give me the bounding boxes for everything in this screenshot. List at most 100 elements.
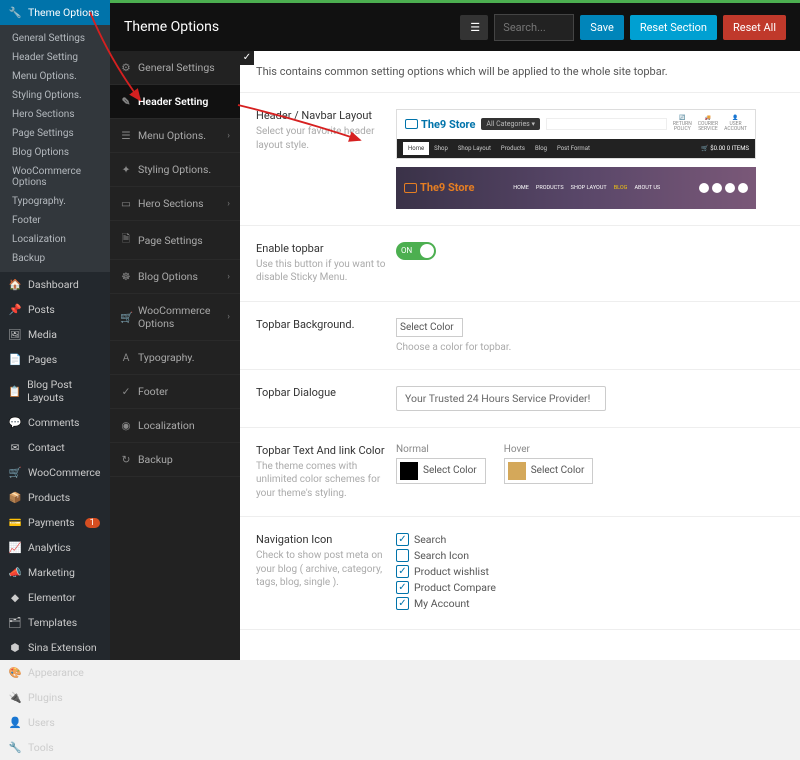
menu-icon: 🗂: [8, 616, 22, 629]
wp-menu-dashboard[interactable]: 🏠Dashboard: [0, 272, 110, 297]
wp-menu-theme-options[interactable]: 🔧 Theme Options: [0, 0, 110, 25]
chevron-right-icon: ›: [227, 312, 230, 322]
save-button[interactable]: Save: [580, 15, 624, 40]
opt-nav-localization[interactable]: ◉Localization: [110, 409, 240, 443]
section-link-color: Topbar Text And link Color The theme com…: [240, 428, 800, 518]
nav-icon: ✎: [120, 95, 132, 108]
menu-icon: ⬢: [8, 641, 22, 654]
wp-sub-typography-[interactable]: Typography.: [0, 192, 110, 211]
wp-menu-products[interactable]: 📦Products: [0, 485, 110, 510]
opt-nav-footer[interactable]: ✓Footer: [110, 375, 240, 409]
wp-menu-comments[interactable]: 💬Comments: [0, 410, 110, 435]
reset-section-button[interactable]: Reset Section: [630, 15, 717, 40]
hover-color-button[interactable]: Select Color: [504, 458, 594, 484]
wp-sub-woocommerce-options[interactable]: WooCommerce Options: [0, 162, 110, 192]
wp-menu-tools[interactable]: 🔧Tools: [0, 735, 110, 760]
wp-menu-users[interactable]: 👤Users: [0, 710, 110, 735]
reset-all-button[interactable]: Reset All: [723, 15, 786, 40]
opt-nav-page-settings[interactable]: 🗎Page Settings: [110, 221, 240, 260]
menu-icon: 💳: [8, 516, 22, 529]
nav-icon: ▭: [120, 197, 132, 210]
check-icon: ✓: [240, 51, 254, 65]
opt-nav-header-setting[interactable]: ✎Header Setting: [110, 85, 240, 119]
menu-icon: 🛒: [8, 466, 22, 479]
nav-icon: ✦: [120, 163, 132, 176]
wp-menu-marketing[interactable]: 📣Marketing: [0, 560, 110, 585]
opt-nav-styling-options-[interactable]: ✦Styling Options.: [110, 153, 240, 187]
section-navbar-layout: Header / Navbar Layout Select your favor…: [240, 93, 800, 226]
opt-nav-woocommerce-options[interactable]: 🛒WooCommerce Options›: [110, 294, 240, 341]
select-color-button[interactable]: Select Color: [396, 318, 463, 337]
layout-preview-2[interactable]: The9 Store HOMEPRODUCTSSHOP LAYOUTBLOGAB…: [396, 167, 756, 209]
wp-sub-blog-options[interactable]: Blog Options: [0, 143, 110, 162]
checkbox-search-icon[interactable]: ✓Search Icon: [396, 549, 784, 562]
notification-badge: 1: [85, 518, 100, 528]
wp-menu-woocommerce[interactable]: 🛒WooCommerce: [0, 460, 110, 485]
options-content: This contains common setting options whi…: [240, 51, 800, 660]
wp-menu-pages[interactable]: 📄Pages: [0, 347, 110, 372]
section-topbar-dialogue: Topbar Dialogue: [240, 370, 800, 428]
menu-icon: 🖼: [8, 328, 22, 341]
nav-icon: A: [120, 351, 132, 364]
section-sub: Select your favorite header layout style…: [256, 125, 386, 152]
wp-menu-appearance[interactable]: 🎨Appearance: [0, 660, 110, 685]
menu-icon: 🔌: [8, 691, 22, 704]
checkbox-product-wishlist[interactable]: ✓Product wishlist: [396, 565, 784, 578]
checkbox-product-compare[interactable]: ✓Product Compare: [396, 581, 784, 594]
wp-sub-page-settings[interactable]: Page Settings: [0, 124, 110, 143]
wp-sub-header-setting[interactable]: Header Setting: [0, 48, 110, 67]
opt-nav-backup[interactable]: ↻Backup: [110, 443, 240, 477]
preview2-logo: The9 Store: [404, 181, 474, 194]
menu-icon: ✉: [8, 441, 22, 454]
chevron-right-icon: ›: [227, 199, 230, 209]
menu-icon: 💬: [8, 416, 22, 429]
checkbox-my-account[interactable]: ✓My Account: [396, 597, 784, 610]
wp-menu-posts[interactable]: 📌Posts: [0, 297, 110, 322]
wp-menu-analytics[interactable]: 📈Analytics: [0, 535, 110, 560]
opt-nav-general-settings[interactable]: ⚙General Settings: [110, 51, 240, 85]
section-topbar-bg: Topbar Background. Select Color Choose a…: [240, 302, 800, 370]
preview-cart: 🛒 $0.00 0 ITEMS: [701, 145, 749, 152]
layout-preview-1[interactable]: ✓ The9 Store All Categories ▾ 🔄RETURNPOL…: [396, 109, 756, 159]
menu-icon: 📋: [8, 385, 21, 398]
wp-menu-templates[interactable]: 🗂Templates: [0, 610, 110, 635]
wp-menu-blog-post-layouts[interactable]: 📋Blog Post Layouts: [0, 372, 110, 410]
wp-menu-payments[interactable]: 💳Payments1: [0, 510, 110, 535]
dialogue-input[interactable]: [396, 386, 606, 411]
opt-nav-typography-[interactable]: ATypography.: [110, 341, 240, 375]
section-label: Header / Navbar Layout: [256, 109, 386, 122]
menu-icon: 📄: [8, 353, 22, 366]
search-input[interactable]: [494, 14, 574, 41]
wp-sub-styling-options-[interactable]: Styling Options.: [0, 86, 110, 105]
nav-icon: ↻: [120, 453, 132, 466]
normal-color-button[interactable]: Select Color: [396, 458, 486, 484]
wp-submenu: General SettingsHeader SettingMenu Optio…: [0, 25, 110, 272]
nav-icon: 🗎: [120, 231, 132, 249]
nav-icon: ☸: [120, 270, 132, 283]
wp-sub-localization[interactable]: Localization: [0, 230, 110, 249]
opt-nav-blog-options[interactable]: ☸Blog Options›: [110, 260, 240, 294]
nav-icon: ✓: [120, 385, 132, 398]
intro-text: This contains common setting options whi…: [240, 51, 800, 93]
checkbox-search[interactable]: ✓Search: [396, 533, 784, 546]
wp-menu-plugins[interactable]: 🔌Plugins: [0, 685, 110, 710]
wp-sub-footer[interactable]: Footer: [0, 211, 110, 230]
wp-menu-media[interactable]: 🖼Media: [0, 322, 110, 347]
wrench-icon: 🔧: [8, 6, 22, 19]
opt-nav-hero-sections[interactable]: ▭Hero Sections›: [110, 187, 240, 221]
menu-icon: 📈: [8, 541, 22, 554]
wp-menu-sina-extension[interactable]: ⬢Sina Extension: [0, 635, 110, 660]
nav-icon: 🛒: [120, 311, 132, 324]
menu-icon: 📣: [8, 566, 22, 579]
topbar-toggle[interactable]: ON: [396, 242, 436, 260]
wp-sub-hero-sections[interactable]: Hero Sections: [0, 105, 110, 124]
wp-sub-backup[interactable]: Backup: [0, 249, 110, 268]
wp-sub-general-settings[interactable]: General Settings: [0, 29, 110, 48]
wp-menu-contact[interactable]: ✉Contact: [0, 435, 110, 460]
wp-sub-menu-options-[interactable]: Menu Options.: [0, 67, 110, 86]
opt-nav-menu-options-[interactable]: ☰Menu Options.›: [110, 119, 240, 153]
panel-title: Theme Options: [124, 19, 219, 35]
preview-search: [546, 118, 667, 130]
wp-menu-elementor[interactable]: ◆Elementor: [0, 585, 110, 610]
view-toggle-button[interactable]: ☰: [460, 15, 488, 40]
